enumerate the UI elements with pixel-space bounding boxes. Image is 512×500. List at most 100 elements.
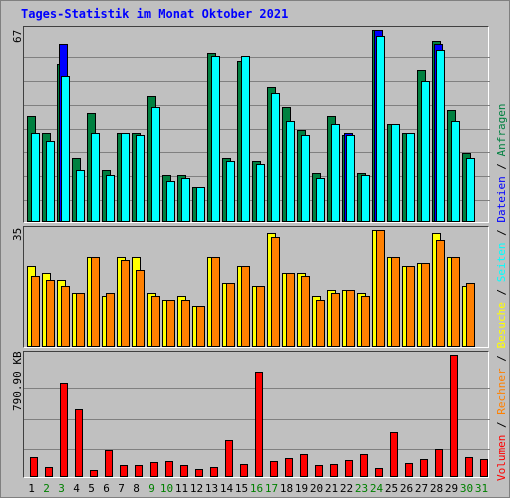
x-tick-label: 12 <box>189 482 204 495</box>
bar-seiten <box>91 133 100 222</box>
x-tick-label: 9 <box>148 482 155 495</box>
bar-volumen <box>420 459 428 477</box>
bar-rechner <box>421 263 430 347</box>
bar-rechner <box>391 257 400 347</box>
bar-volumen <box>60 383 68 477</box>
bar-volumen <box>180 465 188 477</box>
x-tick-label: 14 <box>219 482 234 495</box>
legend-dateien: Dateien <box>495 176 508 223</box>
bar-seiten <box>166 181 175 222</box>
x-tick-label: 6 <box>103 482 110 495</box>
bar-volumen <box>300 454 308 477</box>
bar-seiten <box>436 50 445 222</box>
bar-volumen <box>360 454 368 477</box>
bar-rechner <box>181 300 190 347</box>
bar-rechner <box>406 266 415 347</box>
x-tick-label: 29 <box>444 482 459 495</box>
bar-rechner <box>121 260 130 347</box>
bar-volumen <box>450 355 458 477</box>
bar-volumen <box>480 459 488 477</box>
bar-rechner <box>316 300 325 347</box>
x-tick-label: 30 <box>459 482 474 495</box>
bar-rechner <box>301 276 310 347</box>
volume-panel <box>23 351 490 478</box>
bar-rechner <box>196 306 205 347</box>
bar-volumen <box>390 432 398 477</box>
bar-seiten <box>406 133 415 222</box>
legend-rechner: Rechner <box>495 368 508 415</box>
bar-volumen <box>315 465 323 477</box>
bar-seiten <box>316 178 325 222</box>
bar-rechner <box>436 240 445 347</box>
bar-rechner <box>151 296 160 347</box>
bar-seiten <box>361 175 370 222</box>
bar-rechner <box>286 273 295 347</box>
bar-volumen <box>225 440 233 477</box>
x-tick-label: 19 <box>294 482 309 495</box>
bar-seiten <box>226 161 235 222</box>
legend-sep-4: / <box>495 222 508 243</box>
bar-rechner <box>466 283 475 347</box>
legend-besuche: Besuche <box>495 302 508 349</box>
bar-volumen <box>345 460 353 477</box>
legend-volumen: Volumen <box>495 434 508 481</box>
bar-volumen <box>405 463 413 477</box>
bar-seiten <box>286 121 295 222</box>
bar-rechner <box>361 296 370 347</box>
bar-rechner <box>76 293 85 347</box>
bar-volumen <box>330 464 338 477</box>
bar-volumen <box>90 470 98 477</box>
bar-rechner <box>31 276 40 347</box>
volume-chart <box>24 355 490 477</box>
bar-rechner <box>241 266 250 347</box>
bar-rechner <box>136 270 145 347</box>
bar-seiten <box>241 56 250 222</box>
bar-volumen <box>435 449 443 477</box>
bar-rechner <box>211 257 220 347</box>
bar-volumen <box>105 450 113 477</box>
x-tick-label: 8 <box>133 482 140 495</box>
bar-volumen <box>285 458 293 477</box>
bar-rechner <box>271 237 280 347</box>
x-tick-label: 4 <box>73 482 80 495</box>
bar-seiten <box>301 135 310 222</box>
requests-panel <box>23 26 490 223</box>
bar-rechner <box>256 286 265 347</box>
bar-volumen <box>375 468 383 477</box>
bar-volumen <box>135 465 143 477</box>
x-tick-label: 16 <box>249 482 264 495</box>
x-tick-label: 10 <box>159 482 174 495</box>
bar-rechner <box>346 290 355 347</box>
bar-seiten <box>466 158 475 222</box>
bar-seiten <box>136 135 145 222</box>
bar-seiten <box>376 36 385 222</box>
bar-volumen <box>255 372 263 477</box>
bar-volumen <box>30 457 38 477</box>
legend-sep-5: / <box>495 156 508 177</box>
bar-volumen <box>120 465 128 477</box>
bar-rechner <box>106 293 115 347</box>
bar-rechner <box>91 257 100 347</box>
bar-seiten <box>121 133 130 222</box>
x-tick-label: 25 <box>384 482 399 495</box>
bar-seiten <box>391 124 400 222</box>
bar-volumen <box>75 409 83 477</box>
bar-seiten <box>421 81 430 222</box>
x-tick-label: 1 <box>28 482 35 495</box>
bar-volumen <box>465 457 473 477</box>
bar-volumen <box>270 461 278 477</box>
visits-chart <box>27 230 475 347</box>
bar-seiten <box>181 178 190 222</box>
legend-sep-3: / <box>495 282 508 303</box>
bar-seiten <box>271 93 280 222</box>
bar-rechner <box>226 283 235 347</box>
x-tick-label: 28 <box>429 482 444 495</box>
bar-volumen <box>150 462 158 477</box>
bar-seiten <box>106 175 115 222</box>
bar-seiten <box>451 121 460 222</box>
bar-rechner <box>331 293 340 347</box>
bar-rechner <box>376 230 385 347</box>
legend-seiten: Seiten <box>495 242 508 283</box>
x-tick-label: 5 <box>88 482 95 495</box>
x-tick-label: 31 <box>474 482 489 495</box>
